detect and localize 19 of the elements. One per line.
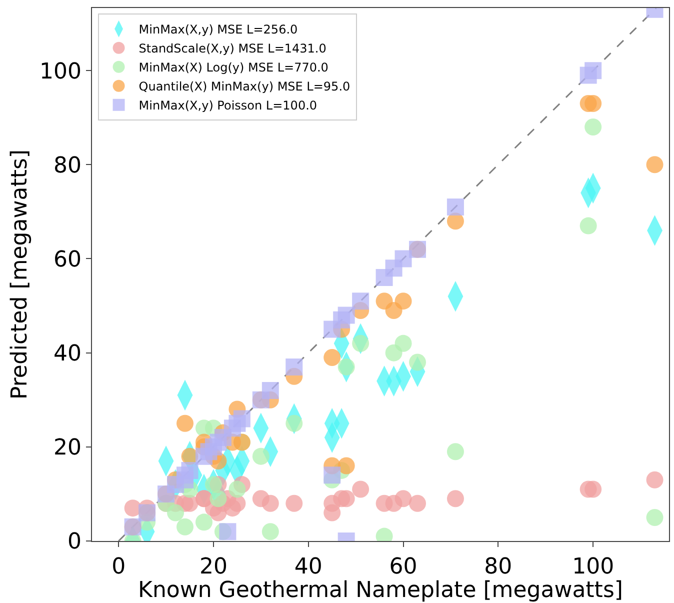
legend-label: Quantile(X) MinMax(y) MSE L=95.0: [138, 80, 350, 94]
y-axis-title: Predicted [megawatts]: [7, 149, 32, 400]
x-tick-label: 20: [199, 554, 228, 580]
y-tick-label: 40: [54, 342, 82, 367]
y-tick-label: 80: [54, 153, 82, 178]
y-tick-label: 20: [54, 436, 82, 461]
y-tick-label: 100: [40, 59, 82, 84]
x-tick-label: 100: [572, 554, 614, 580]
x-tick-label: 0: [112, 554, 126, 580]
legend-label: MinMax(X,y) MSE L=256.0: [138, 22, 298, 37]
x-tick-label: 40: [294, 554, 322, 580]
x-tick-label: 60: [389, 554, 418, 580]
x-axis-title: Known Geothermal Nameplate [megawatts]: [138, 578, 623, 603]
legend-label: StandScale(X,y) MSE L=1431.0: [138, 42, 326, 56]
legend-label: MinMax(X) Log(y) MSE L=770.0: [138, 60, 328, 75]
y-tick-label: 0: [68, 530, 82, 555]
x-tick-label: 80: [484, 554, 512, 580]
y-tick-label: 60: [54, 247, 82, 272]
legend-label: MinMax(X,y) Poisson L=100.0: [138, 98, 318, 113]
